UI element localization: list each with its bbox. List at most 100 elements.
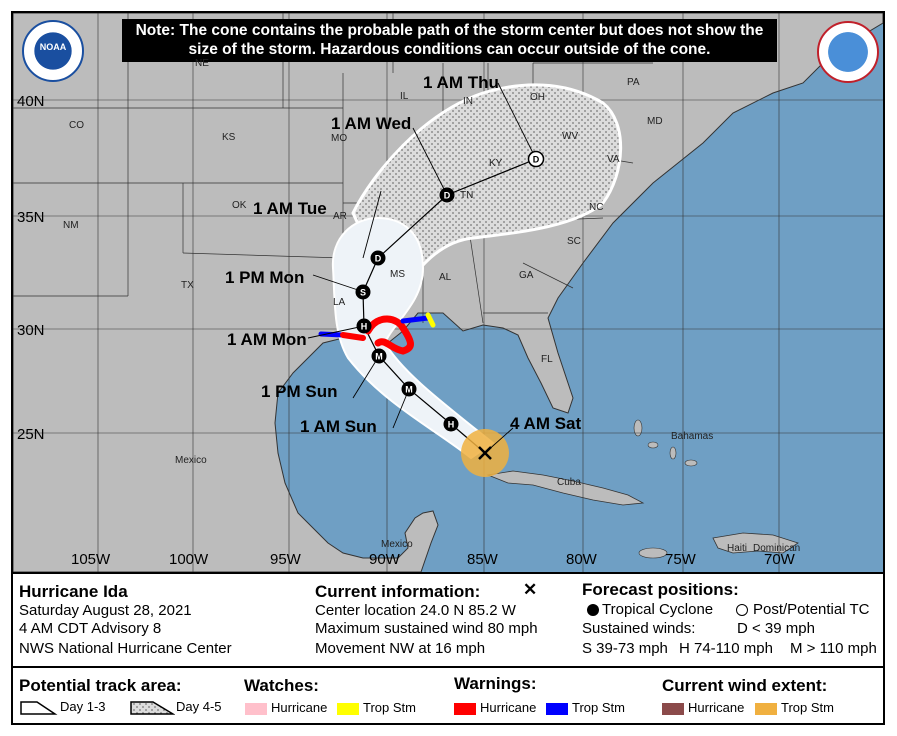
forecast-graphic: D D D S H M M H Note: The cone contains … (11, 11, 885, 725)
marker-wed: D (439, 187, 455, 203)
marker-mid: H (443, 416, 459, 432)
svg-text:D: D (375, 254, 382, 264)
day45-cone (351, 83, 623, 285)
lon-label-80w: 80W (566, 551, 597, 568)
post-tc-label: Post/Potential TC (753, 601, 870, 618)
country-label-cuba: Cuba (557, 477, 581, 488)
forecast-heading: Forecast positions: (582, 580, 739, 599)
country-label-dominican: Dominican (753, 543, 801, 554)
lat-label-25n: 25N (17, 426, 45, 443)
state-label: IN (463, 96, 473, 107)
label-4am-sat: 4 AM Sat (510, 414, 582, 433)
day45-swatch-icon (130, 701, 175, 715)
label-1am-mon: 1 AM Mon (227, 330, 307, 349)
lon-label-85w: 85W (467, 551, 498, 568)
warning-tropstm-label: Trop Stm (572, 700, 625, 715)
state-label: GA (519, 270, 534, 281)
state-label: NM (63, 220, 79, 231)
current-wind: Maximum sustained wind 80 mph (315, 620, 538, 637)
state-label: AR (333, 211, 347, 222)
svg-text:M: M (375, 352, 383, 362)
state-label: SC (567, 236, 581, 247)
current-position-x (478, 446, 492, 460)
tropical-cyclone-icon (587, 604, 599, 616)
svg-text:H: H (361, 322, 368, 332)
winds-d: D < 39 mph (737, 620, 815, 637)
label-1am-sun: 1 AM Sun (300, 417, 377, 436)
watch-hurricane-swatch (245, 703, 267, 715)
lon-label-100w: 100W (169, 551, 209, 568)
current-location: Center location 24.0 N 85.2 W (315, 602, 516, 619)
label-1pm-mon: 1 PM Mon (225, 268, 305, 287)
state-label: OH (530, 92, 545, 103)
extent-tropstm-swatch (755, 703, 777, 715)
winds-label: Sustained winds: (582, 620, 696, 637)
lat-label-40n: 40N (17, 93, 45, 110)
jamaica-island (638, 547, 668, 559)
lon-label-105w: 105W (71, 551, 111, 568)
legend-divider (13, 666, 883, 668)
state-label: NC (589, 202, 604, 213)
marker-tue: D (370, 250, 386, 266)
day13-swatch-icon (20, 701, 58, 715)
winds-s: S 39-73 mph (582, 640, 668, 657)
lon-label-70w: 70W (764, 551, 795, 568)
tropical-cyclone-label: Tropical Cyclone (602, 601, 714, 618)
state-label: KS (222, 132, 236, 143)
marker-pm-mon: S (355, 284, 371, 300)
label-1pm-sun: 1 PM Sun (261, 382, 338, 401)
watch-tropstm-label: Trop Stm (363, 700, 416, 715)
noaa-logo: NOAA (22, 20, 84, 82)
state-label: CO (69, 120, 84, 131)
bahamas-islands (633, 419, 698, 467)
current-heading: Current information: (315, 582, 481, 601)
svg-text:D: D (533, 155, 540, 165)
state-label: WV (562, 131, 579, 142)
state-label: IL (400, 91, 409, 102)
storm-advisory: 4 AM CDT Advisory 8 (19, 620, 162, 637)
cone-note: Note: The cone contains the probable pat… (122, 19, 777, 62)
day13-label: Day 1-3 (60, 699, 106, 714)
marker-am-mon: H (356, 318, 372, 334)
warnings-heading: Warnings: (454, 674, 537, 693)
extent-hurricane-label: Hurricane (688, 700, 745, 715)
warning-hurricane-label: Hurricane (480, 700, 537, 715)
storm-date: Saturday August 28, 2021 (19, 602, 192, 619)
map-area: D D D S H M M H Note: The cone contains … (13, 13, 883, 572)
country-label-mexico-2: Mexico (381, 539, 413, 550)
state-label: TN (460, 190, 474, 201)
state-label: VA (607, 154, 620, 165)
svg-text:H: H (448, 420, 455, 430)
winds-m: M > 110 mph (790, 640, 877, 657)
watch-hurricane-label: Hurricane (271, 700, 328, 715)
svg-text:S: S (360, 288, 366, 298)
noaa-logo-text: NOAA (39, 42, 67, 52)
warning-tropstm-swatch (546, 703, 568, 715)
label-1am-thu: 1 AM Thu (423, 73, 499, 92)
lat-label-35n: 35N (17, 209, 45, 226)
watches-heading: Watches: (244, 676, 319, 695)
x-mark-icon: ✕ (523, 580, 538, 599)
country-label-haiti: Haiti (727, 543, 748, 554)
current-movement: Movement NW at 16 mph (315, 640, 486, 657)
hispaniola-island (712, 532, 799, 554)
wind-extent-heading: Current wind extent: (662, 676, 828, 695)
marker-thu: D (527, 150, 545, 168)
state-label: LA (333, 297, 346, 308)
state-label: AL (439, 272, 452, 283)
lat-label-30n: 30N (17, 322, 45, 339)
day13-cone (331, 216, 495, 460)
label-1am-wed: 1 AM Wed (331, 114, 412, 133)
label-1am-tue: 1 AM Tue (253, 199, 327, 218)
state-label: PA (627, 77, 640, 88)
watch-tropstm-swatch (337, 703, 359, 715)
storm-name: Hurricane Ida (19, 582, 128, 601)
legend-panel: Hurricane Ida Saturday August 28, 2021 4… (13, 572, 883, 723)
state-label: NE (195, 58, 209, 69)
marker-pm-sun: M (371, 348, 387, 364)
country-label-mexico: Mexico (175, 455, 207, 466)
extent-tropstm-label: Trop Stm (781, 700, 834, 715)
storm-center: NWS National Hurricane Center (19, 640, 232, 657)
map-svg: D D D S H M M H (13, 13, 883, 572)
svg-text:D: D (444, 191, 451, 201)
